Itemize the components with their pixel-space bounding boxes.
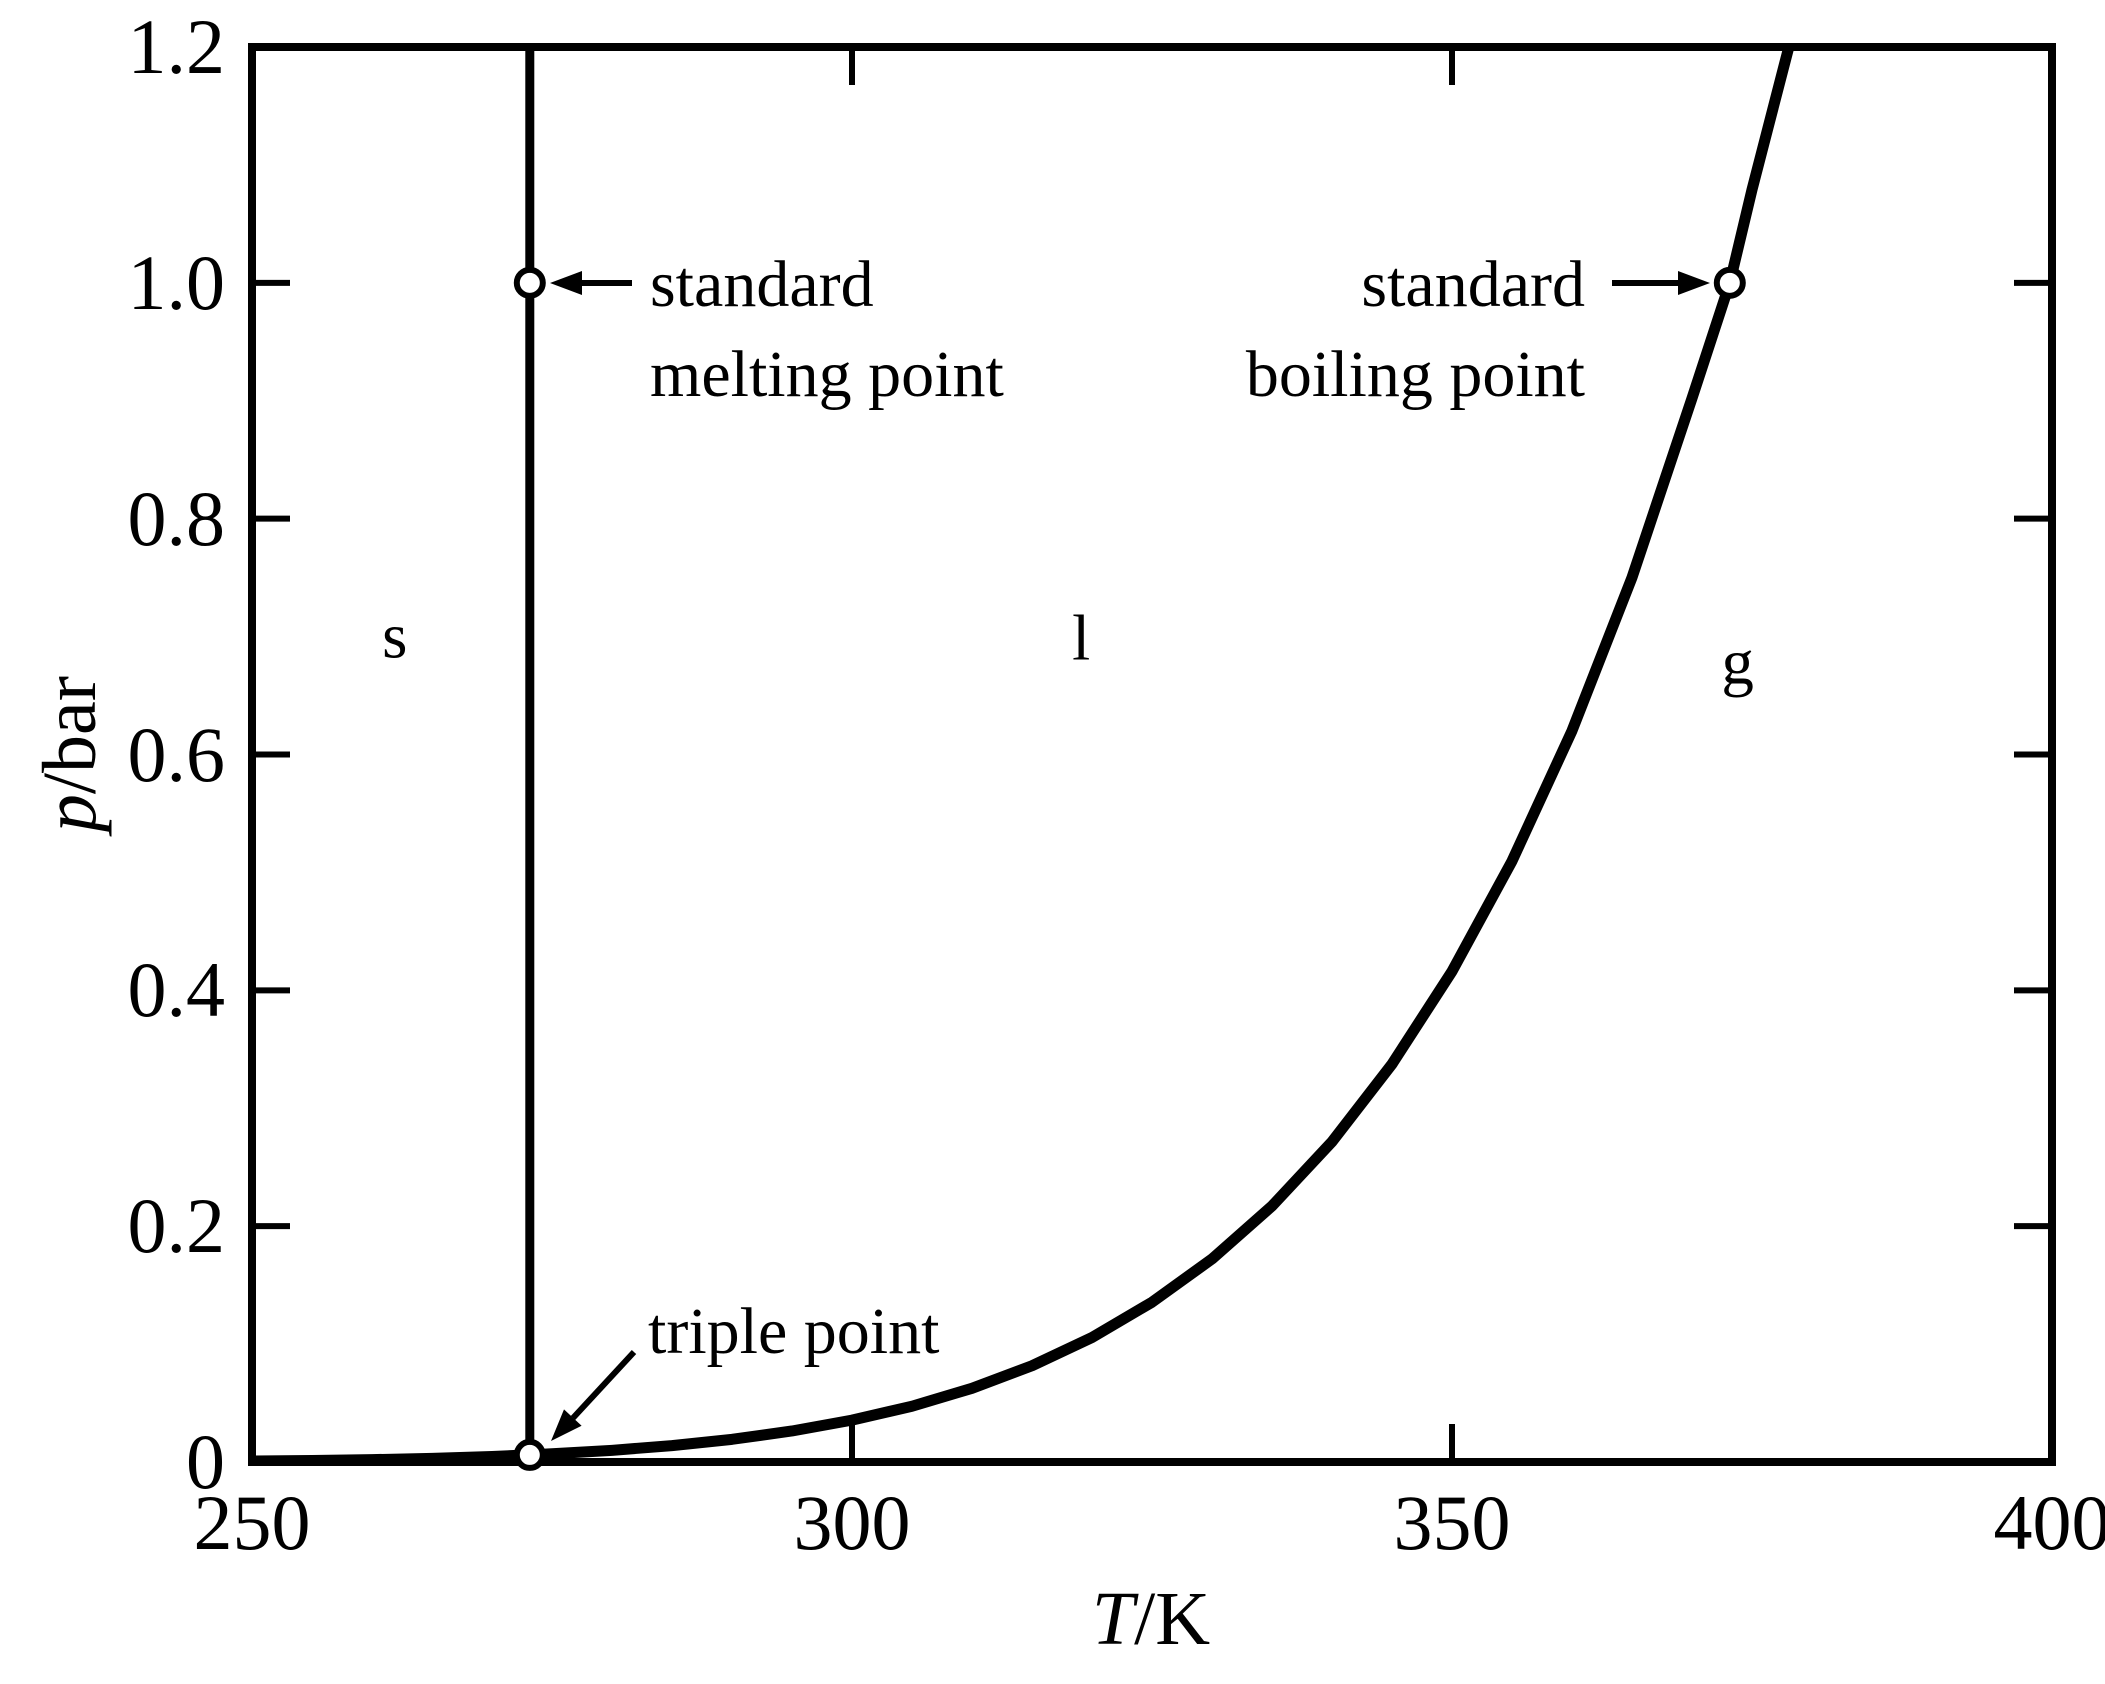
ytick-label-0-8: 0.8 [127, 474, 226, 562]
standard-boiling-point-line1: standard [1361, 248, 1585, 321]
point-markers [513, 266, 1746, 1471]
vaporization-curve-liquid-gas [524, 43, 1796, 1461]
triple-point-marker [513, 1438, 546, 1471]
x-axis-variable: T [1091, 1577, 1135, 1661]
x-axis-unit: /K [1134, 1577, 1211, 1661]
standard-boiling-point-line2: boiling point [1245, 338, 1585, 411]
axis-ticks [252, 47, 2052, 1462]
xtick-label-400: 400 [1993, 1479, 2105, 1566]
standard-boiling-point-annotation: standard boiling point [1246, 240, 1585, 420]
xtick-label-300: 300 [793, 1479, 911, 1566]
xtick-label-250: 250 [193, 1479, 311, 1566]
ytick-label-1-2: 1.2 [127, 3, 226, 90]
standard-boiling-point-marker [1713, 266, 1746, 299]
region-label-liquid: l [1072, 602, 1091, 675]
standard-melting-point-line2: melting point [650, 338, 1004, 411]
triple-point-arrowhead-icon [551, 1409, 582, 1441]
boiling-point-arrowhead-icon [1678, 271, 1710, 295]
melting-point-arrow [550, 271, 632, 295]
plot-frame [248, 43, 2056, 1466]
triple-point-arrow-shaft [570, 1349, 637, 1421]
ytick-label-0: 0 [186, 1418, 225, 1505]
standard-melting-point-marker [513, 266, 546, 299]
standard-melting-point-line1: standard [650, 248, 874, 321]
ytick-label-0-4: 0.4 [127, 946, 226, 1034]
ytick-label-0-6: 0.6 [127, 710, 226, 798]
triple-point-arrow [551, 1349, 637, 1441]
boiling-point-arrow [1612, 271, 1710, 295]
standard-melting-point-annotation: standard melting point [650, 240, 1004, 420]
ytick-label-1-0: 1.0 [127, 238, 226, 326]
triple-point-line1: triple point [648, 1295, 940, 1368]
melting-point-arrowhead-icon [550, 271, 582, 295]
x-axis-title: T/K [1092, 1577, 1210, 1661]
region-label-gas: g [1721, 626, 1754, 699]
y-axis-title: p/bar [28, 676, 112, 832]
ytick-label-0-2: 0.2 [127, 1182, 226, 1270]
region-label-solid: s [382, 600, 408, 673]
y-axis-variable: p [28, 794, 112, 833]
triple-point-annotation: triple point [648, 1287, 939, 1377]
y-axis-unit: /bar [28, 675, 112, 795]
xtick-label-350: 350 [1393, 1479, 1511, 1566]
